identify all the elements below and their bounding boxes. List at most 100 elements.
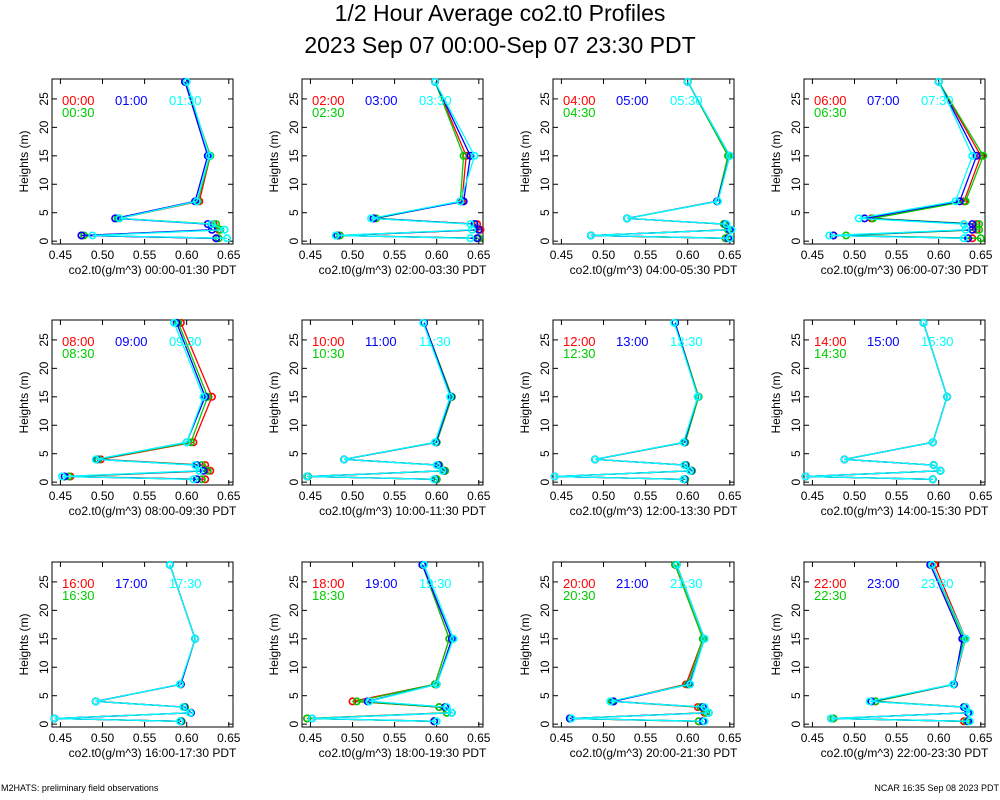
legend-label: 13:00	[616, 334, 649, 349]
legend-label: 07:00	[867, 93, 900, 108]
legend-label: 17:30	[169, 576, 202, 591]
data-point	[197, 475, 206, 484]
y-tick-label: 15	[789, 390, 803, 404]
x-tick-label: 0.55	[133, 731, 157, 745]
x-tick-label: 0.60	[175, 731, 199, 745]
profile-line	[805, 322, 948, 480]
data-point	[438, 466, 447, 475]
x-axis-label: co2.t0(g/m^3) 22:00-23:30 PDT	[821, 746, 989, 760]
data-point	[951, 197, 960, 206]
data-point	[976, 234, 985, 243]
y-tick-label: 0	[37, 478, 51, 485]
legend-label: 23:00	[867, 576, 900, 591]
y-tick-label: 0	[287, 478, 301, 485]
x-tick-label: 0.45	[49, 489, 73, 503]
data-point	[961, 703, 970, 712]
x-tick-label: 0.60	[175, 248, 199, 262]
data-point	[203, 466, 212, 475]
x-tick-label: 0.65	[467, 489, 491, 503]
x-tick-label: 0.65	[969, 731, 993, 745]
data-point	[955, 197, 964, 206]
plot-frame	[803, 319, 986, 486]
x-axis-label: co2.t0(g/m^3) 00:00-01:30 PDT	[69, 263, 237, 277]
y-tick-label: 20	[789, 603, 803, 617]
legend-label: 00:00	[62, 93, 95, 108]
x-tick-label: 0.55	[133, 489, 157, 503]
data-point	[220, 225, 229, 234]
data-point	[725, 151, 734, 160]
data-point	[959, 220, 968, 229]
y-tick-label: 5	[538, 209, 552, 216]
y-tick-label: 0	[538, 478, 552, 485]
y-tick-label: 25	[538, 333, 552, 347]
data-point	[840, 455, 849, 464]
y-tick-label: 0	[287, 237, 301, 244]
y-tick-label: 15	[287, 390, 301, 404]
y-tick-label: 25	[538, 575, 552, 589]
legend-label: 11:00	[365, 334, 397, 349]
profile-line	[830, 564, 972, 722]
data-point	[825, 231, 834, 240]
profile-panel: 0.45 0.50 0.55 0.60 0.65 0 5 10 15 20 25 co2.t0(g/m…	[518, 560, 742, 760]
x-tick-label: 0.50	[592, 248, 616, 262]
data-point	[431, 438, 440, 447]
y-axis-label: Heights (m)	[769, 130, 783, 192]
profile-line	[312, 564, 455, 722]
y-tick-label: 25	[37, 575, 51, 589]
y-tick-label: 10	[37, 660, 51, 674]
y-tick-label: 5	[789, 450, 803, 457]
data-point	[77, 231, 86, 240]
x-tick-label: 0.50	[592, 489, 616, 503]
y-tick-label: 20	[538, 361, 552, 375]
x-tick-label: 0.65	[718, 248, 742, 262]
data-point	[919, 318, 928, 327]
x-axis-label: co2.t0(g/m^3) 14:00-15:30 PDT	[821, 504, 989, 518]
legend-label: 22:00	[814, 576, 847, 591]
y-tick-label: 25	[287, 575, 301, 589]
profile-panel: 0.45 0.50 0.55 0.60 0.65 0 5 10 15 20 25 co2.t0(g/m…	[267, 318, 491, 518]
y-tick-label: 15	[287, 632, 301, 646]
x-tick-label: 0.60	[676, 731, 700, 745]
legend-label: 14:30	[814, 346, 847, 361]
data-point	[965, 717, 974, 726]
data-point	[191, 461, 200, 470]
data-point	[961, 634, 970, 643]
data-point	[801, 472, 810, 481]
y-tick-label: 15	[538, 149, 552, 163]
profile-line	[571, 564, 710, 722]
data-point	[348, 697, 357, 706]
x-tick-label: 0.45	[550, 731, 574, 745]
data-point	[431, 77, 440, 86]
y-axis-label: Heights (m)	[518, 613, 532, 675]
data-point	[949, 680, 958, 689]
data-point	[672, 560, 681, 569]
data-point	[929, 461, 938, 470]
data-point	[170, 318, 179, 327]
profile-line	[92, 81, 228, 239]
y-tick-label: 5	[287, 450, 301, 457]
x-axis-label: co2.t0(g/m^3) 06:00-07:30 PDT	[821, 263, 989, 277]
data-point	[207, 220, 216, 229]
data-point	[189, 475, 198, 484]
data-point	[693, 392, 702, 401]
data-point	[172, 318, 181, 327]
y-axis-label: Heights (m)	[17, 130, 31, 192]
x-tick-label: 0.55	[885, 731, 909, 745]
data-point	[704, 708, 713, 717]
profile-line	[590, 81, 733, 239]
y-tick-label: 20	[37, 361, 51, 375]
data-point	[865, 697, 874, 706]
legend-label: 12:00	[563, 334, 596, 349]
y-tick-label: 15	[538, 632, 552, 646]
profile-panel: 0.45 0.50 0.55 0.60 0.65 0 5 10 15 20 25 co2.t0(g/m…	[769, 77, 993, 277]
profile-panel: 0.45 0.50 0.55 0.60 0.65 0 5 10 15 20 25 co2.t0(g/m…	[518, 318, 742, 518]
legend-label: 05:00	[616, 93, 649, 108]
profile-line	[62, 322, 205, 480]
y-tick-label: 5	[789, 692, 803, 699]
profile-line	[590, 81, 730, 239]
legend-label: 08:00	[62, 334, 95, 349]
x-tick-label: 0.60	[425, 489, 449, 503]
legend-label: 16:00	[62, 576, 95, 591]
data-point	[683, 77, 692, 86]
legend-label: 23:30	[921, 576, 954, 591]
